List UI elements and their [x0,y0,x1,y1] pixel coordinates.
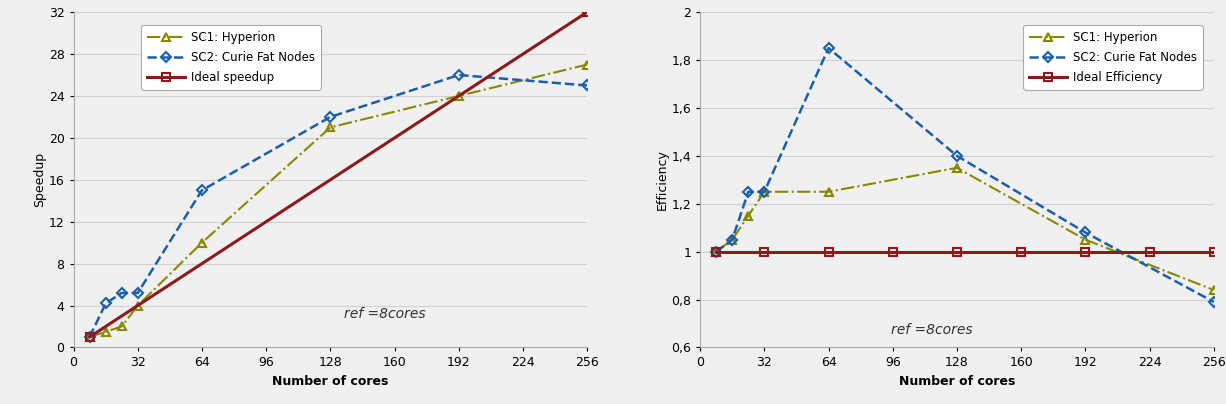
Legend: SC1: Hyperion, SC2: Curie Fat Nodes, Ideal speedup: SC1: Hyperion, SC2: Curie Fat Nodes, Ide… [141,25,320,90]
Ideal Efficiency [821,249,836,254]
SC2: Curie Fat Nodes: (192, 1.08): Curie Fat Nodes: (192, 1.08) [1078,230,1092,235]
Line: Ideal Efficiency: Ideal Efficiency [712,248,1217,256]
SC1: Hyperion: (256, 27): Hyperion: (256, 27) [580,62,595,67]
SC1: Hyperion: (192, 24): Hyperion: (192, 24) [451,93,466,98]
SC1: Hyperion: (24, 1.15): Hyperion: (24, 1.15) [741,213,755,218]
Line: SC2: Curie Fat Nodes: SC2: Curie Fat Nodes [712,44,1217,305]
SC2: Curie Fat Nodes: (256, 0.79): Curie Fat Nodes: (256, 0.79) [1206,299,1221,304]
SC2: Curie Fat Nodes: (128, 22): Curie Fat Nodes: (128, 22) [322,114,337,119]
SC2: Curie Fat Nodes: (64, 1.85): Curie Fat Nodes: (64, 1.85) [821,46,836,50]
SC2: Curie Fat Nodes: (16, 4.2): Curie Fat Nodes: (16, 4.2) [98,301,113,306]
SC1: Hyperion: (32, 1.25): Hyperion: (32, 1.25) [756,189,771,194]
Line: SC1: Hyperion: SC1: Hyperion [86,60,591,341]
SC1: Hyperion: (64, 10): Hyperion: (64, 10) [195,240,210,245]
Line: SC2: Curie Fat Nodes: SC2: Curie Fat Nodes [86,72,591,341]
SC1: Hyperion: (16, 1.5): Hyperion: (16, 1.5) [98,329,113,334]
Ideal Efficiency [950,249,965,254]
Y-axis label: Efficiency: Efficiency [656,149,668,210]
SC1: Hyperion: (64, 1.25): Hyperion: (64, 1.25) [821,189,836,194]
SC2: Curie Fat Nodes: (24, 5.2): Curie Fat Nodes: (24, 5.2) [114,290,129,295]
SC1: Hyperion: (24, 2): Hyperion: (24, 2) [114,324,129,329]
Ideal Efficiency [709,249,723,254]
SC2: Curie Fat Nodes: (8, 1): Curie Fat Nodes: (8, 1) [709,249,723,254]
Line: SC1: Hyperion: SC1: Hyperion [712,164,1217,294]
Ideal Efficiency [756,249,771,254]
SC1: Hyperion: (16, 1.05): Hyperion: (16, 1.05) [725,237,739,242]
SC2: Curie Fat Nodes: (16, 1.05): Curie Fat Nodes: (16, 1.05) [725,237,739,242]
Ideal Efficiency [1143,249,1157,254]
SC2: Curie Fat Nodes: (8, 1): Curie Fat Nodes: (8, 1) [82,335,97,339]
Ideal Efficiency [1206,249,1221,254]
Y-axis label: Speedup: Speedup [33,152,45,207]
SC1: Hyperion: (32, 4): Hyperion: (32, 4) [130,303,145,308]
SC2: Curie Fat Nodes: (256, 25): Curie Fat Nodes: (256, 25) [580,83,595,88]
SC2: Curie Fat Nodes: (128, 1.4): Curie Fat Nodes: (128, 1.4) [950,154,965,158]
SC2: Curie Fat Nodes: (192, 26): Curie Fat Nodes: (192, 26) [451,73,466,78]
SC1: Hyperion: (128, 21): Hyperion: (128, 21) [322,125,337,130]
SC2: Curie Fat Nodes: (64, 15): Curie Fat Nodes: (64, 15) [195,188,210,193]
Text: ref =8cores: ref =8cores [345,307,425,321]
Text: ref =8cores: ref =8cores [891,323,972,337]
SC1: Hyperion: (8, 1): Hyperion: (8, 1) [82,335,97,339]
SC1: Hyperion: (8, 1): Hyperion: (8, 1) [709,249,723,254]
X-axis label: Number of cores: Number of cores [272,375,389,388]
SC2: Curie Fat Nodes: (24, 1.25): Curie Fat Nodes: (24, 1.25) [741,189,755,194]
X-axis label: Number of cores: Number of cores [899,375,1015,388]
SC1: Hyperion: (128, 1.35): Hyperion: (128, 1.35) [950,165,965,170]
Ideal Efficiency [885,249,900,254]
SC1: Hyperion: (256, 0.84): Hyperion: (256, 0.84) [1206,288,1221,292]
Ideal Efficiency [1078,249,1092,254]
Legend: SC1: Hyperion, SC2: Curie Fat Nodes, Ideal Efficiency: SC1: Hyperion, SC2: Curie Fat Nodes, Ide… [1024,25,1203,90]
SC2: Curie Fat Nodes: (32, 5.2): Curie Fat Nodes: (32, 5.2) [130,290,145,295]
Ideal Efficiency [1014,249,1029,254]
SC1: Hyperion: (192, 1.05): Hyperion: (192, 1.05) [1078,237,1092,242]
SC2: Curie Fat Nodes: (32, 1.25): Curie Fat Nodes: (32, 1.25) [756,189,771,194]
